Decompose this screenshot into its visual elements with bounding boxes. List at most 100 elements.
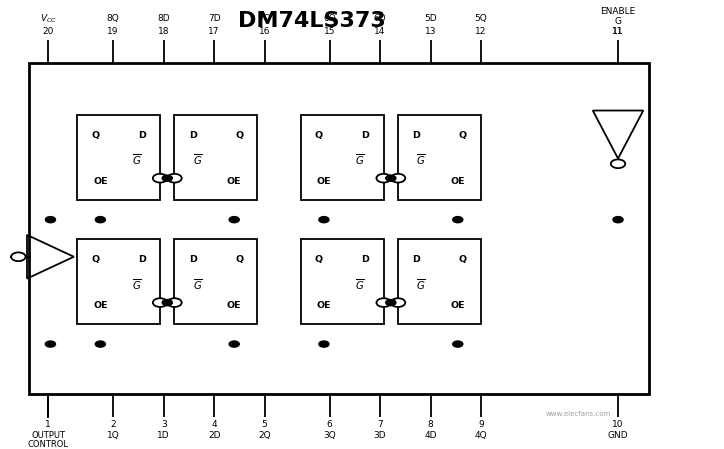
Text: www.elecfans.com: www.elecfans.com	[546, 411, 611, 417]
Text: 13: 13	[425, 27, 437, 36]
Bar	[174, 115, 258, 200]
Text: 18: 18	[158, 27, 169, 36]
Text: $V_{CC}$: $V_{CC}$	[40, 13, 56, 25]
Text: 15: 15	[324, 27, 335, 36]
Circle shape	[230, 216, 239, 223]
Text: D: D	[189, 131, 197, 140]
Text: 11: 11	[613, 27, 624, 36]
Circle shape	[319, 341, 329, 347]
Text: D: D	[361, 255, 369, 264]
Text: 5D: 5D	[424, 14, 437, 23]
Text: 8: 8	[428, 420, 434, 429]
Text: OE: OE	[450, 301, 465, 310]
Bar	[300, 239, 384, 325]
Circle shape	[46, 341, 56, 347]
Bar	[174, 239, 258, 325]
Text: ENABLE: ENABLE	[600, 7, 636, 16]
Text: 8Q: 8Q	[107, 14, 119, 23]
Text: OE: OE	[316, 177, 332, 186]
Bar	[77, 239, 160, 325]
Text: $\overline{G}$: $\overline{G}$	[132, 277, 142, 292]
Text: 12: 12	[476, 27, 487, 36]
Text: 3D: 3D	[374, 431, 387, 440]
Text: OE: OE	[227, 301, 242, 310]
Text: 11: 11	[613, 27, 624, 36]
Text: GND: GND	[607, 431, 628, 440]
Text: 6: 6	[327, 420, 332, 429]
Circle shape	[162, 175, 172, 181]
Circle shape	[230, 341, 239, 347]
Circle shape	[391, 174, 405, 183]
Text: 1Q: 1Q	[107, 431, 119, 440]
Text: OE: OE	[227, 177, 242, 186]
Text: D: D	[413, 255, 420, 264]
Text: CONTROL: CONTROL	[28, 440, 69, 449]
Circle shape	[11, 252, 25, 261]
Circle shape	[386, 175, 396, 181]
Text: Q: Q	[315, 131, 323, 140]
Text: Q: Q	[459, 255, 467, 264]
Text: Q: Q	[91, 255, 99, 264]
Circle shape	[162, 299, 172, 306]
Text: 16: 16	[259, 27, 270, 36]
Text: 2D: 2D	[208, 431, 220, 440]
Text: 1D: 1D	[157, 431, 170, 440]
Text: 6Q: 6Q	[323, 14, 336, 23]
Text: Q: Q	[235, 131, 243, 140]
Bar	[77, 115, 160, 200]
Circle shape	[452, 216, 463, 223]
Text: D: D	[361, 131, 369, 140]
Bar	[398, 239, 481, 325]
Text: 3Q: 3Q	[323, 431, 336, 440]
Text: 7Q: 7Q	[258, 14, 271, 23]
Text: Q: Q	[315, 255, 323, 264]
Text: 4: 4	[211, 420, 217, 429]
Text: DM74LS373: DM74LS373	[237, 11, 385, 31]
Text: OE: OE	[450, 177, 465, 186]
Bar	[398, 115, 481, 200]
Text: 5Q: 5Q	[475, 14, 487, 23]
Circle shape	[376, 174, 391, 183]
Text: D: D	[138, 255, 146, 264]
Bar	[29, 62, 649, 394]
Text: D: D	[138, 131, 146, 140]
Text: OE: OE	[93, 301, 108, 310]
Text: $\overline{G}$: $\overline{G}$	[416, 277, 426, 292]
Text: Q: Q	[91, 131, 99, 140]
Text: 10: 10	[613, 420, 624, 429]
Circle shape	[96, 216, 106, 223]
Text: $\overline{G}$: $\overline{G}$	[355, 153, 366, 167]
Bar	[300, 115, 384, 200]
Text: 2Q: 2Q	[258, 431, 271, 440]
Circle shape	[452, 341, 463, 347]
Text: 2: 2	[110, 420, 116, 429]
Text: G: G	[615, 17, 621, 26]
Text: $\overline{G}$: $\overline{G}$	[193, 277, 203, 292]
Text: 4D: 4D	[424, 431, 437, 440]
Circle shape	[153, 174, 167, 183]
Text: OE: OE	[316, 301, 332, 310]
Text: Q: Q	[235, 255, 243, 264]
Text: 20: 20	[43, 27, 54, 36]
Text: $\overline{G}$: $\overline{G}$	[132, 153, 142, 167]
Text: OUTPUT: OUTPUT	[31, 431, 65, 440]
Circle shape	[167, 174, 182, 183]
Text: D: D	[189, 255, 197, 264]
Circle shape	[96, 341, 106, 347]
Text: 17: 17	[209, 27, 220, 36]
Circle shape	[611, 159, 626, 168]
Text: 9: 9	[478, 420, 484, 429]
Circle shape	[46, 216, 56, 223]
Text: Q: Q	[459, 131, 467, 140]
Text: 7D: 7D	[208, 14, 221, 23]
Circle shape	[386, 299, 396, 306]
Text: 3: 3	[161, 420, 167, 429]
Text: 14: 14	[374, 27, 386, 36]
Circle shape	[319, 216, 329, 223]
Circle shape	[613, 216, 623, 223]
Text: 19: 19	[107, 27, 119, 36]
Circle shape	[391, 298, 405, 307]
Text: OE: OE	[93, 177, 108, 186]
Text: 8D: 8D	[157, 14, 170, 23]
Text: 5: 5	[262, 420, 267, 429]
